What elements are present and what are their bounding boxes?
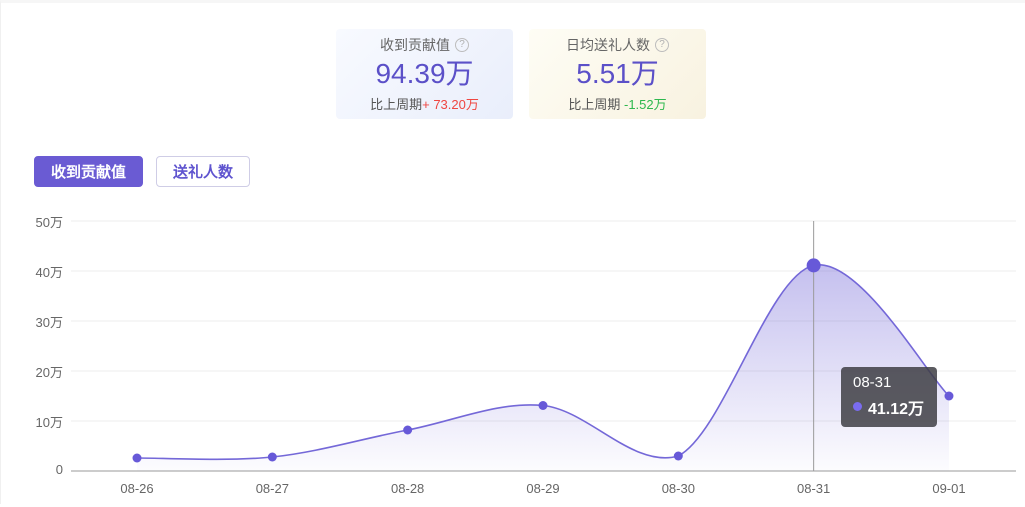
y-tick-label: 10万 [35,415,63,430]
x-tick-label: 08-28 [391,481,425,496]
y-tick-label: 20万 [35,365,63,380]
x-tick-label: 08-26 [120,481,154,496]
data-point-08-26[interactable] [132,453,142,463]
contribution-trend-chart: 50万 40万 30万 20万 10万 0 08-26 08-27 08-28 08-29 08-… [1,3,1025,507]
y-tick-label: 0 [55,462,63,477]
y-tick-label: 50万 [35,215,63,230]
x-tick-label: 09-01 [932,481,966,496]
stat-card-contribution: 收到贡献值 ? 94.39万 比上周期+ 73.20万 [336,29,513,119]
x-tick-label: 08-29 [526,481,560,496]
compare-label: 比上周期 [370,96,423,112]
stat-card-value: 5.51万 [576,58,659,90]
area-fill [137,264,949,471]
change-value: + 73.20万 [422,96,479,112]
stat-card-title: 收到贡献值 [380,37,450,54]
data-point-08-31[interactable] [806,258,821,273]
stat-card-value: 94.39万 [375,58,474,90]
data-point-08-28[interactable] [403,425,413,435]
x-tick-label: 08-31 [797,481,831,496]
metric-tabs: 收到贡献值 送礼人数 [34,156,251,187]
stat-card-change: 比上周期 -1.52万 [568,94,666,113]
stat-card-change: 比上周期+ 73.20万 [370,94,479,113]
data-point-08-27[interactable] [267,452,277,462]
tab-gifter-count[interactable]: 送礼人数 [156,156,251,187]
change-value: -1.52万 [623,96,667,112]
stat-card-gifters: 日均送礼人数 ? 5.51万 比上周期 -1.52万 [529,29,706,119]
x-tick-label: 08-30 [661,481,695,496]
y-tick-label: 40万 [35,265,63,280]
data-point-09-01[interactable] [944,391,954,401]
x-tick-label: 08-27 [255,481,289,496]
question-circle-icon[interactable]: ? [655,38,669,53]
data-point-08-30[interactable] [673,451,683,461]
question-circle-icon[interactable]: ? [455,38,469,53]
chart-canvas[interactable] [1,3,1025,507]
compare-label: 比上周期 [568,96,624,112]
data-point-08-29[interactable] [538,401,548,410]
y-tick-label: 30万 [35,315,63,330]
stat-cards: 收到贡献值 ? 94.39万 比上周期+ 73.20万 日均送礼人数 ? 5.5… [336,29,706,119]
stat-card-title: 日均送礼人数 [566,37,650,54]
tab-contribution-value[interactable]: 收到贡献值 [34,156,144,187]
